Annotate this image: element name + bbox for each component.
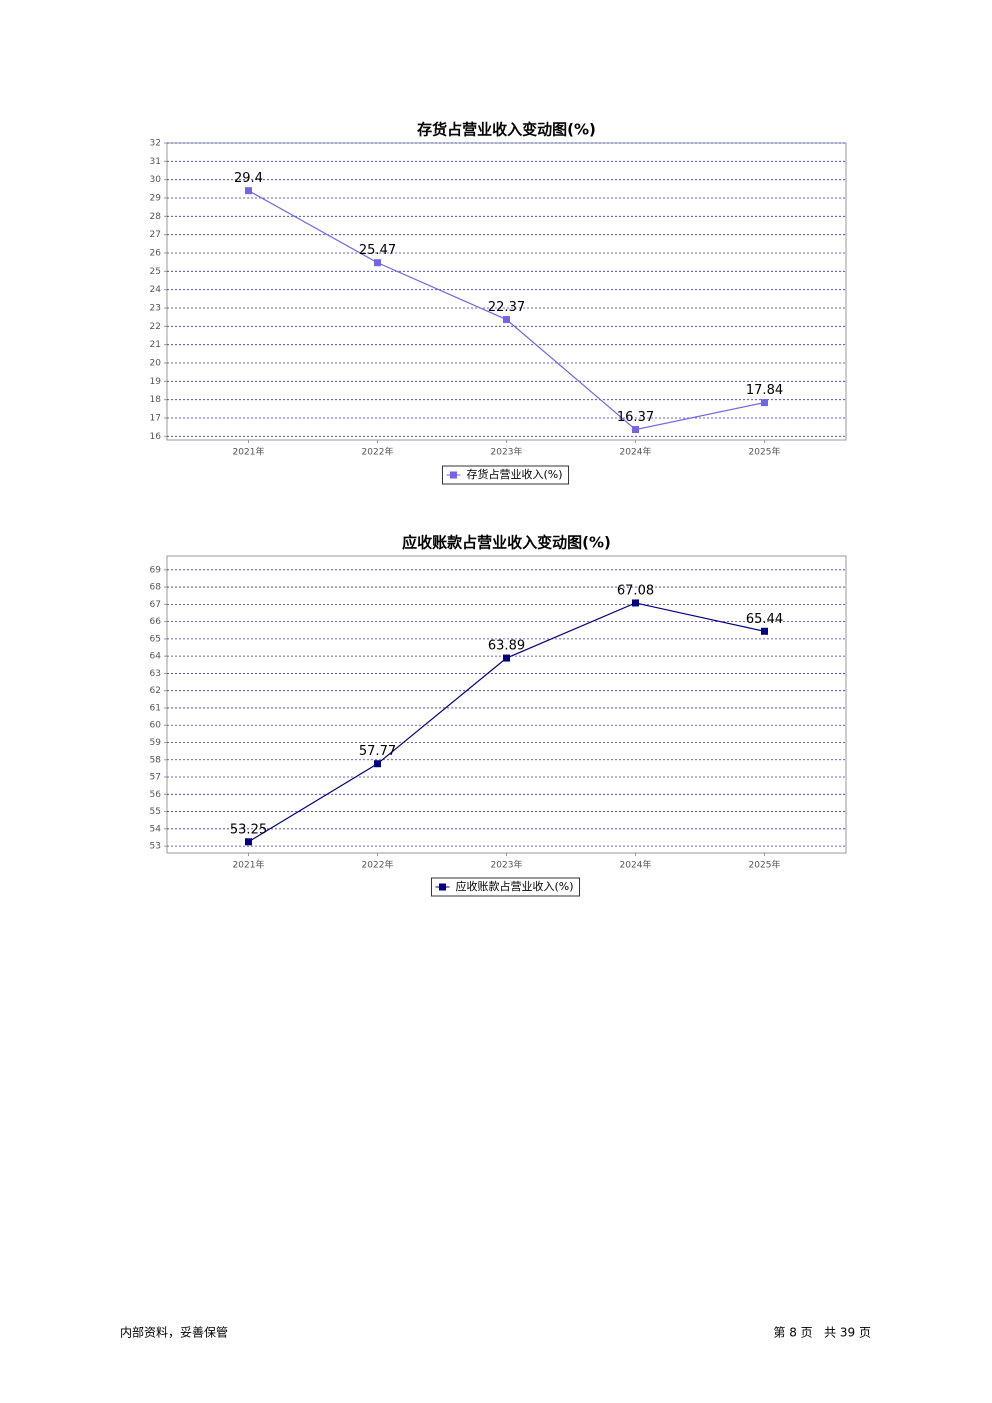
legend-label: 应收账款占营业收入(%) [455,879,573,893]
y-tick-label: 24 [150,285,162,295]
y-tick-label: 26 [150,249,162,259]
y-tick-label: 20 [150,359,162,369]
y-tick-label: 64 [150,652,162,662]
x-tick-label: 2025年 [749,859,781,871]
y-tick-label: 30 [150,175,162,185]
legend-marker [438,883,446,891]
value-label: 22.37 [488,300,525,315]
y-tick-label: 55 [150,807,161,817]
x-tick-label: 2022年 [362,859,394,871]
footer-right: 第 8 页 共 39 页 [773,1326,871,1340]
point [761,399,768,407]
y-tick-label: 18 [150,395,162,405]
x-tick-label: 2023年 [491,859,523,871]
point [503,316,510,324]
point [245,838,252,846]
y-tick-label: 66 [150,617,162,627]
y-tick-label: 63 [150,669,161,679]
chart-title: 应收账款占营业收入变动图(%) [402,534,611,552]
x-tick-label: 2024年 [620,859,652,871]
legend-box [441,465,570,485]
value-label: 17.84 [746,383,783,398]
x-tick-label: 2022年 [362,446,394,458]
x-tick-label: 2021年 [233,446,265,458]
y-tick-label: 32 [150,139,161,149]
x-tick-label: 2023年 [491,446,523,458]
y-tick-label: 25 [150,267,161,277]
y-tick-label: 53 [150,842,161,852]
y-tick-label: 62 [150,686,161,696]
value-label: 29.4 [234,171,263,186]
y-tick-label: 27 [150,230,161,240]
y-tick-label: 69 [150,565,162,575]
chart-title: 存货占营业收入变动图(%) [417,121,596,139]
point [632,599,639,607]
value-label: 65.44 [746,612,783,627]
point [374,760,381,768]
point [503,654,510,662]
y-tick-label: 16 [150,432,162,442]
plot-area [166,555,847,854]
value-label: 67.08 [617,583,654,598]
y-tick-label: 60 [150,721,162,731]
value-label: 25.47 [359,243,396,258]
y-tick-label: 31 [150,157,161,167]
y-tick-label: 57 [150,773,161,783]
value-label: 16.37 [617,410,654,425]
y-tick-label: 56 [150,790,162,800]
point [632,426,639,434]
point [761,627,768,635]
y-tick-label: 65 [150,634,161,644]
y-tick-label: 22 [150,322,161,332]
legend-marker [449,471,457,479]
plot-area [166,142,847,441]
y-tick-label: 19 [150,377,162,387]
y-tick-label: 28 [150,212,162,222]
y-tick-label: 61 [150,703,161,713]
y-tick-label: 21 [150,340,161,350]
y-tick-label: 68 [150,583,162,593]
y-tick-label: 17 [150,414,161,424]
y-tick-label: 29 [150,194,162,204]
legend-label: 存货占营业收入(%) [466,467,562,481]
y-tick-label: 58 [150,755,162,765]
y-tick-label: 67 [150,600,161,610]
value-label: 53.25 [230,822,267,837]
legend-box [430,877,581,897]
y-tick-label: 54 [150,824,162,834]
y-tick-label: 23 [150,304,161,314]
x-tick-label: 2025年 [749,446,781,458]
point [374,259,381,267]
value-label: 57.77 [359,744,396,759]
y-tick-label: 59 [150,738,162,748]
point [245,187,252,195]
x-tick-label: 2024年 [620,446,652,458]
x-tick-label: 2021年 [233,859,265,871]
footer-left: 内部资料，妥善保管 [120,1325,228,1340]
value-label: 63.89 [488,639,525,654]
